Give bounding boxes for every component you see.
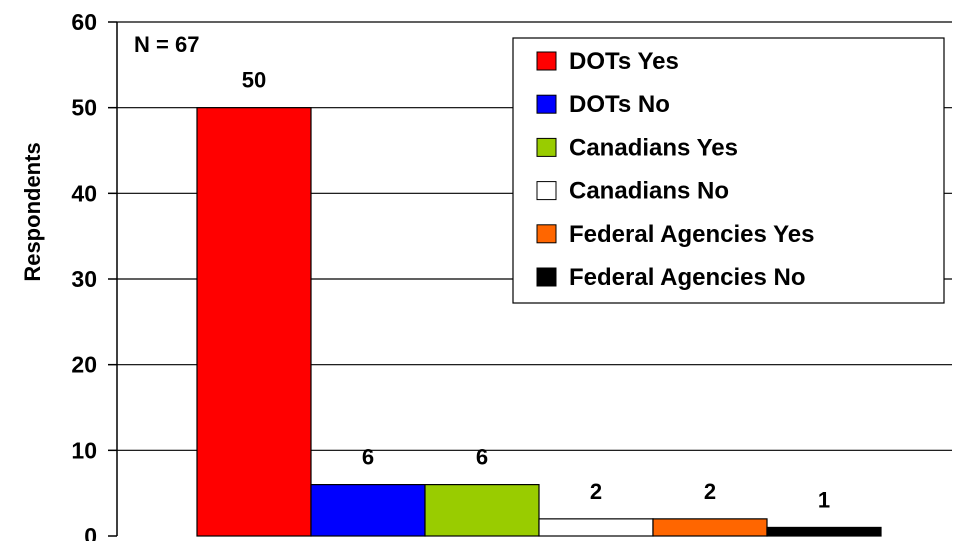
bar: [310, 484, 426, 537]
legend-label: Federal Agencies Yes: [569, 221, 814, 248]
legend-swatch: [536, 224, 557, 244]
bar: [196, 107, 312, 537]
data-label: 2: [590, 479, 602, 504]
y-tick-label: 50: [71, 95, 97, 121]
bar: [652, 518, 768, 537]
legend-swatch: [536, 137, 557, 157]
bar: [538, 518, 654, 537]
legend: DOTs Yes DOTs No Canadians Yes Canadians No…: [512, 37, 945, 304]
data-label: 6: [362, 445, 374, 470]
data-label: 6: [476, 445, 488, 470]
legend-label: DOTs Yes: [569, 48, 679, 75]
y-tick-label: 60: [71, 9, 97, 35]
y-axis-label: Respondents: [20, 142, 45, 281]
legend-label: Canadians No: [569, 178, 729, 205]
legend-box: [512, 37, 945, 304]
bar: [424, 484, 540, 537]
legend-swatch: [536, 181, 557, 201]
y-tick-label: 10: [71, 437, 97, 463]
legend-swatch: [536, 94, 557, 114]
bar: [766, 526, 882, 537]
y-tick-label: 30: [71, 266, 97, 292]
sample-size-annotation: N = 67: [134, 32, 199, 57]
data-label: 50: [242, 68, 266, 93]
y-tick-label: 20: [71, 352, 97, 378]
y-tick-label: 0: [84, 523, 97, 541]
y-tick-label: 40: [71, 180, 97, 206]
legend-label: Canadians Yes: [569, 134, 738, 161]
legend-swatch: [536, 51, 557, 71]
data-label: 1: [818, 487, 830, 512]
data-label: 2: [704, 479, 716, 504]
legend-label: DOTs No: [569, 91, 670, 118]
legend-label: Federal Agencies No: [569, 264, 806, 291]
legend-swatch: [536, 267, 557, 287]
